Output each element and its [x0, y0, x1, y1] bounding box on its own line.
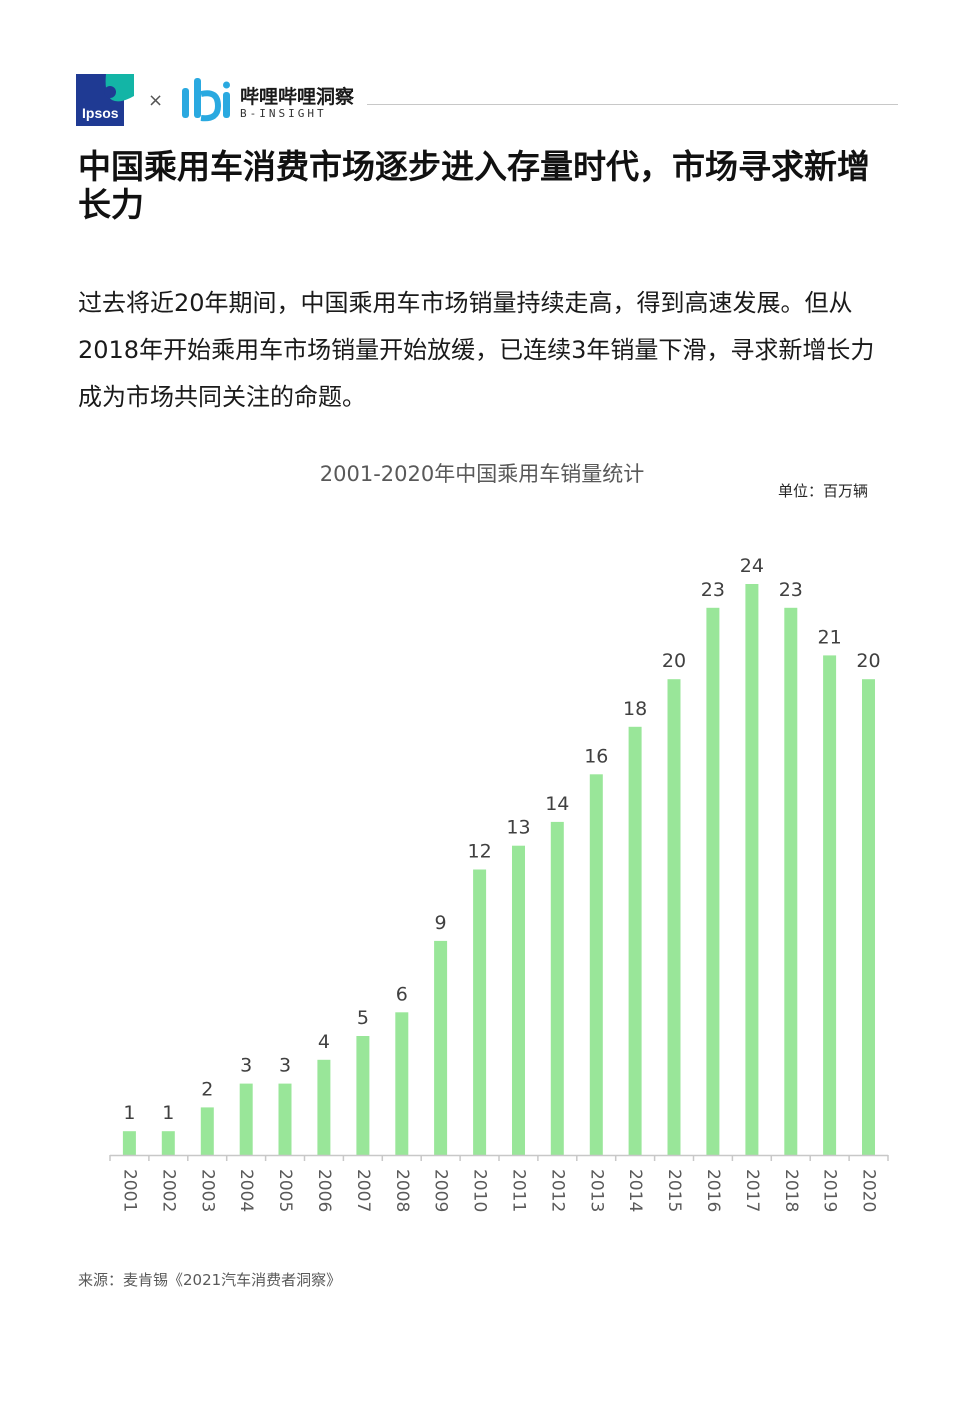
bar-2007 — [356, 1036, 370, 1155]
data-label-2016: 23 — [701, 579, 725, 601]
bar-2019 — [823, 655, 837, 1155]
data-label-2018: 23 — [779, 579, 803, 601]
data-label-2014: 18 — [623, 698, 647, 720]
bar-2009 — [434, 940, 448, 1155]
data-label-2019: 21 — [818, 626, 842, 648]
bar-2012 — [550, 821, 564, 1155]
data-label-2012: 14 — [545, 793, 569, 815]
data-label-2008: 6 — [396, 983, 408, 1005]
source-note: 来源：麦肯锡《2021汽车消费者洞察》 — [78, 1271, 342, 1289]
data-label-2011: 13 — [506, 817, 530, 839]
intro-paragraph: 过去将近20年期间，中国乘用车市场销量持续走高，得到高速发展。但从2018年开始… — [78, 289, 875, 411]
bar-2016 — [706, 607, 720, 1155]
x-tick-label-2012: 2012 — [547, 1169, 567, 1212]
x-tick-label-2020: 2020 — [859, 1169, 879, 1212]
x-tick-label-2007: 2007 — [353, 1169, 373, 1212]
header: Ipsos × 哔哩哔哩洞察 B-INSIGHT — [76, 74, 898, 130]
page-title: 中国乘用车消费市场逐步进入存量时代，市场寻求新增长力 — [78, 147, 870, 224]
x-tick-label-2008: 2008 — [392, 1169, 412, 1212]
x-tick-label-2006: 2006 — [314, 1169, 334, 1212]
data-label-2010: 12 — [468, 841, 492, 863]
chart-title: 2001-2020年中国乘用车销量统计 — [319, 462, 645, 486]
x-tick-label-2016: 2016 — [703, 1169, 723, 1212]
data-label-2017: 24 — [740, 555, 764, 577]
bar-2010 — [473, 869, 487, 1155]
x-tick-label-2009: 2009 — [431, 1169, 451, 1212]
x-tick-label-2015: 2015 — [664, 1169, 684, 1212]
data-label-2004: 3 — [240, 1055, 252, 1077]
times-sign: × — [148, 90, 164, 111]
bar-2006 — [317, 1059, 331, 1155]
bilibili-b-icon — [182, 78, 230, 122]
bar-2005 — [278, 1083, 292, 1155]
brand-name-cn: 哔哩哔哩洞察 — [240, 86, 355, 108]
data-label-2009: 9 — [435, 912, 447, 934]
bar-2013 — [589, 774, 603, 1155]
x-tick-label-2010: 2010 — [470, 1169, 490, 1212]
brand-name-en: B-INSIGHT — [240, 107, 327, 120]
data-label-2005: 3 — [279, 1055, 291, 1077]
x-tick-label-2004: 2004 — [236, 1169, 256, 1212]
x-tick-label-2002: 2002 — [158, 1169, 178, 1212]
data-label-2003: 2 — [201, 1078, 213, 1100]
data-label-2015: 20 — [662, 650, 686, 672]
bar-2017 — [745, 584, 759, 1155]
bar-2003 — [200, 1107, 214, 1155]
data-label-2020: 20 — [856, 650, 880, 672]
data-label-2002: 1 — [162, 1102, 174, 1124]
bar-2001 — [122, 1131, 136, 1155]
x-tick-label-2011: 2011 — [509, 1169, 529, 1212]
bar-2008 — [395, 1012, 409, 1156]
bar-2018 — [784, 607, 798, 1155]
x-tick-label-2017: 2017 — [742, 1169, 762, 1212]
bar-2011 — [512, 845, 525, 1155]
x-tick-label-2005: 2005 — [275, 1169, 295, 1212]
x-tick-label-2018: 2018 — [781, 1169, 801, 1212]
header-divider — [367, 104, 898, 105]
ipsos-logo-text: Ipsos — [82, 105, 119, 121]
x-tick-label-2014: 2014 — [625, 1169, 645, 1212]
data-label-2007: 5 — [357, 1007, 369, 1029]
data-label-2001: 1 — [123, 1102, 135, 1124]
data-label-2006: 4 — [318, 1031, 330, 1053]
bar-2004 — [239, 1083, 253, 1155]
x-tick-label-2019: 2019 — [820, 1169, 840, 1212]
ipsos-logo: Ipsos — [76, 74, 134, 126]
bar-2002 — [161, 1131, 175, 1155]
bar-2014 — [628, 726, 642, 1156]
bar-2020 — [862, 679, 875, 1155]
x-tick-label-2013: 2013 — [586, 1169, 606, 1212]
x-axis: 2001 2002 2003 2004 2005 2006 2007 2008 2009 2010… — [109, 1154, 889, 1212]
bar-2015 — [667, 679, 681, 1155]
x-tick-label-2001: 2001 — [119, 1169, 139, 1212]
unit-label: 单位：百万辆 — [777, 482, 868, 500]
x-tick-label-2003: 2003 — [197, 1169, 217, 1212]
data-label-2013: 16 — [584, 745, 608, 767]
